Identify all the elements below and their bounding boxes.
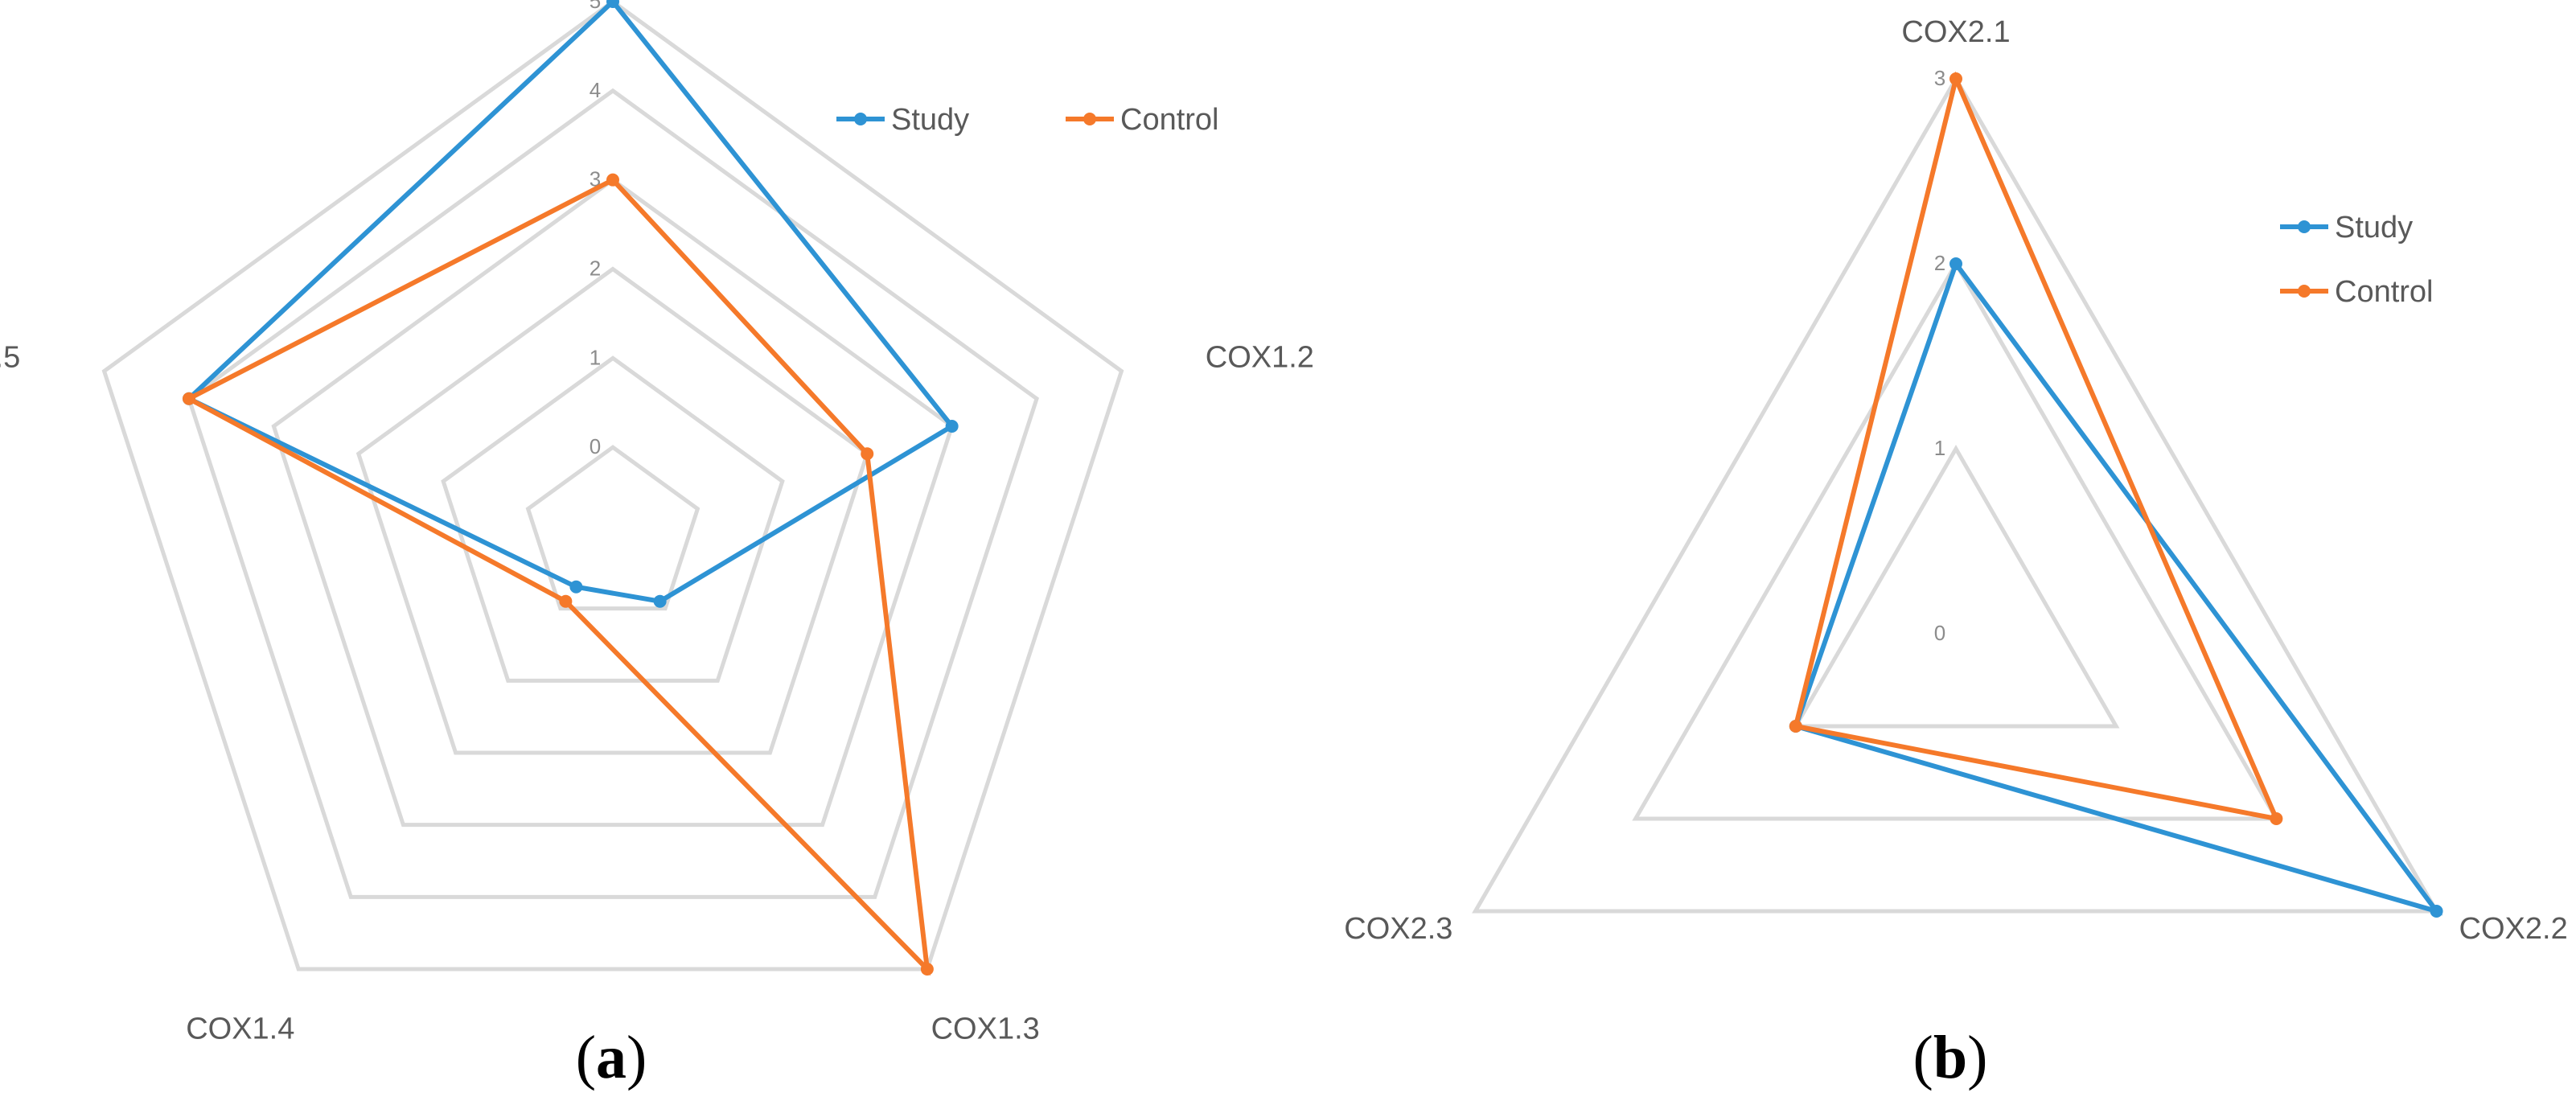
data-point-study (653, 594, 667, 608)
grid-ring-0 (525, 445, 700, 611)
tick-label: 3 (1934, 66, 1945, 90)
series-line-study (184, 0, 956, 604)
legend: Study Control (2280, 211, 2434, 309)
grid-ring-4 (187, 88, 1039, 899)
data-point-study (2430, 905, 2443, 918)
data-point-control (1789, 720, 1802, 733)
tick-label: 2 (590, 257, 601, 281)
data-point-control (606, 173, 619, 187)
tick-label: 4 (590, 78, 601, 102)
axis-label: COX1.3 (931, 1012, 1040, 1045)
legend-label-study: Study (2335, 211, 2413, 244)
legend-marker-control (2298, 285, 2311, 298)
data-point-control (559, 594, 573, 608)
legend-marker-study (2298, 220, 2311, 233)
legend-label-control: Control (2335, 275, 2434, 309)
axis-label: COX2.1 (1901, 15, 2010, 49)
axis-label: COX2.3 (1344, 912, 1452, 946)
data-point-control (1949, 72, 1962, 85)
panel-label-a: (a) (576, 1024, 647, 1091)
legend-marker-study (854, 113, 867, 125)
data-point-study (606, 0, 619, 8)
series-line-control (1793, 71, 2281, 823)
data-point-study (569, 580, 583, 594)
axis-label: COX1.5 (0, 341, 20, 375)
legend: Study Control (836, 103, 1219, 137)
axis-label: COX2.2 (2459, 912, 2568, 946)
grid-ring-5 (101, 0, 1124, 971)
grid-ring-2 (1632, 259, 2280, 821)
series-line-control (183, 176, 931, 976)
data-point-control (182, 392, 195, 405)
radar-chart-a: 012345COX1.1COX1.2COX1.3COX1.4COX1.5Stud… (0, 0, 1314, 1045)
data-point-control (920, 962, 934, 976)
grid-ring-1 (1792, 444, 2120, 729)
grid-ring-3 (1472, 75, 2440, 914)
tick-label: 1 (1934, 436, 1945, 460)
legend-label-control: Control (1120, 103, 1219, 137)
data-point-study (1949, 257, 1962, 270)
tick-label: 2 (1934, 251, 1945, 275)
data-point-control (861, 447, 874, 461)
data-point-control (2270, 812, 2283, 825)
grid-ring-1 (441, 355, 785, 683)
grid-ring-3 (271, 177, 955, 828)
series-line-study (1792, 258, 2443, 916)
data-point-study (945, 420, 959, 433)
tick-label: 0 (1934, 621, 1945, 645)
grid-ring-2 (355, 266, 870, 755)
axis-label: COX1.4 (186, 1012, 294, 1045)
tick-label: 5 (590, 0, 601, 13)
legend-marker-control (1083, 113, 1096, 125)
legend-label-study: Study (891, 103, 969, 137)
axis-label: COX1.2 (1206, 341, 1314, 375)
radar-chart-b: 0 1 2 3 COX2.1 COX2.2 COX2.3 Study Control (1344, 15, 2567, 946)
panel-label-b: (b) (1913, 1024, 1988, 1091)
tick-label: 1 (590, 345, 601, 369)
tick-label: 0 (590, 434, 601, 458)
